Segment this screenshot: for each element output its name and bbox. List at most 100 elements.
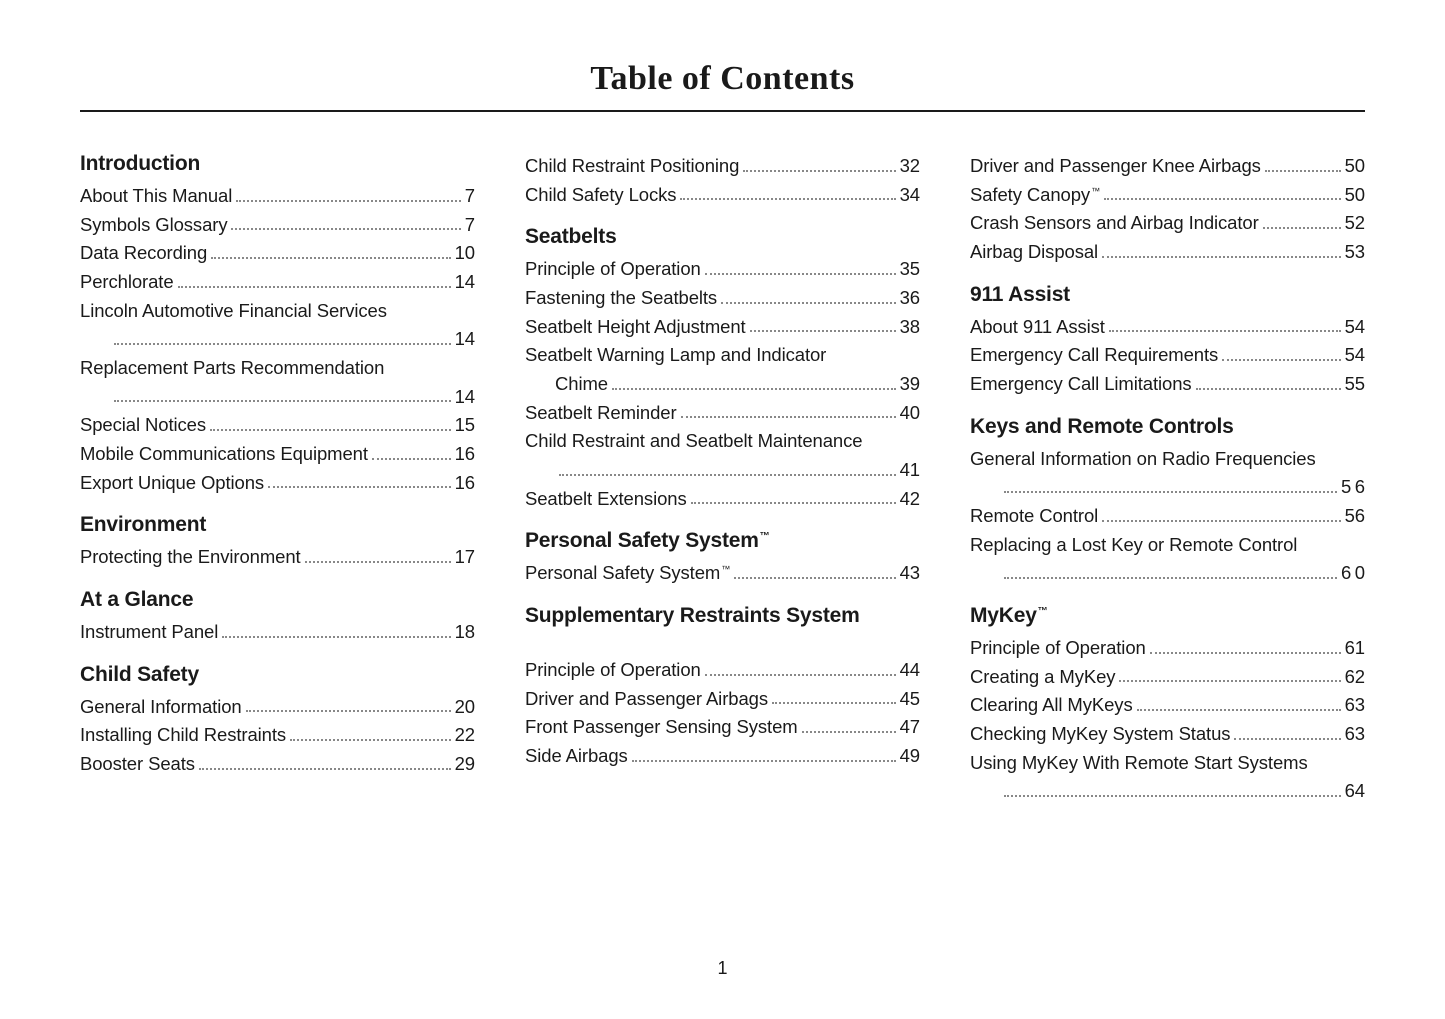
toc-leader-dots: [1263, 227, 1341, 229]
toc-entry-page: 5 6: [1341, 473, 1365, 502]
toc-leader-dots: [681, 416, 896, 418]
toc-entry-page: 43: [900, 559, 920, 588]
trademark-symbol: ™: [760, 531, 770, 542]
toc-entry-label: Seatbelt Reminder: [525, 399, 677, 428]
toc-entry-label: Seatbelt Warning Lamp and Indicator: [525, 341, 826, 370]
toc-leader-dots: [680, 198, 895, 200]
toc-entry-label: Replacing a Lost Key or Remote Control: [970, 531, 1297, 560]
toc-entry-page: 54: [1345, 341, 1365, 370]
toc-entry: Child Safety Locks34: [525, 181, 920, 210]
toc-section-title: MyKey™: [970, 604, 1365, 628]
toc-entry: Checking MyKey System Status63: [970, 720, 1365, 749]
toc-leader-dots: [772, 702, 896, 704]
toc-entry: Symbols Glossary 7: [80, 211, 475, 240]
toc-section-title: At a Glance: [80, 588, 475, 612]
toc-entry-label: Child Restraint Positioning: [525, 152, 739, 181]
toc-entry: Safety Canopy™ 50: [970, 181, 1365, 210]
toc-entry-label: Crash Sensors and Airbag Indicator: [970, 209, 1259, 238]
toc-leader-dots: [612, 388, 896, 390]
toc-entry-label: Principle of Operation: [525, 656, 701, 685]
toc-entry: Airbag Disposal53: [970, 238, 1365, 267]
toc-leader-dots: [705, 273, 896, 275]
toc-entry-page: 14: [455, 268, 475, 297]
toc-leader-dots: [750, 330, 896, 332]
toc-leader-dots: [268, 486, 451, 488]
toc-leader-dots: [734, 577, 895, 579]
toc-entry-label: Emergency Call Requirements: [970, 341, 1218, 370]
toc-leader-dots: [1102, 520, 1340, 522]
toc-entry-page: 10: [455, 239, 475, 268]
toc-entry: Clearing All MyKeys63: [970, 691, 1365, 720]
toc-entry: About 911 Assist54: [970, 313, 1365, 342]
toc-entry: Principle of Operation 61: [970, 634, 1365, 663]
toc-entry-label: Emergency Call Limitations: [970, 370, 1192, 399]
toc-entry: Replacing a Lost Key or Remote Control6 …: [970, 531, 1365, 588]
toc-entry-label: Export Unique Options: [80, 469, 264, 498]
toc-entry-label: About 911 Assist: [970, 313, 1105, 342]
toc-leader-dots: [1222, 359, 1340, 361]
toc-leader-dots: [290, 739, 451, 741]
toc-entry-label: Instrument Panel: [80, 618, 218, 647]
toc-entry-page: 29: [455, 750, 475, 779]
toc-entry: Principle of Operation44: [525, 656, 920, 685]
toc-entry-label: Child Restraint and Seatbelt Maintenance: [525, 427, 862, 456]
toc-entry-page: 63: [1345, 691, 1365, 720]
toc-entry-page: 20: [455, 693, 475, 722]
toc-section-title: Personal Safety System™: [525, 529, 920, 553]
page-header: Table of Contents: [80, 60, 1365, 112]
toc-leader-dots: [1137, 709, 1341, 711]
toc-leader-dots: [231, 228, 460, 230]
toc-entry-page: 61: [1345, 634, 1365, 663]
toc-entry: Side Airbags49: [525, 742, 920, 771]
toc-entry-label: Symbols Glossary: [80, 211, 227, 240]
toc-column-3: Driver and Passenger Knee Airbags50Safet…: [970, 152, 1365, 928]
toc-section-title: Supplementary Restraints System: [525, 604, 920, 628]
toc-entry-page: 63: [1345, 720, 1365, 749]
toc-entry: Protecting the Environment17: [80, 543, 475, 572]
toc-entry: Special Notices15: [80, 411, 475, 440]
toc-entry-page: 7: [465, 182, 475, 211]
toc-entry-label: Seatbelt Height Adjustment: [525, 313, 746, 342]
toc-entry-label: Airbag Disposal: [970, 238, 1098, 267]
toc-leader-dots: [559, 474, 896, 476]
toc-entry-label: Fastening the Seatbelts: [525, 284, 717, 313]
toc-entry-page: 41: [900, 456, 920, 485]
toc-entry-page: 40: [900, 399, 920, 428]
toc-entry-page: 62: [1345, 663, 1365, 692]
toc-entry-page: 64: [1345, 777, 1365, 806]
toc-entry: Seatbelt Height Adjustment38: [525, 313, 920, 342]
toc-leader-dots: [1004, 491, 1337, 493]
toc-entry-label: Principle of Operation: [970, 634, 1146, 663]
toc-leader-dots: [1119, 680, 1340, 682]
toc-leader-dots: [632, 760, 896, 762]
toc-entry: Seatbelt Warning Lamp and IndicatorChime…: [525, 341, 920, 398]
toc-leader-dots: [1196, 388, 1341, 390]
toc-entry: Child Restraint and Seatbelt Maintenance…: [525, 427, 920, 484]
toc-entry-page: 50: [1345, 181, 1365, 210]
toc-entry: Booster Seats29: [80, 750, 475, 779]
toc-leader-dots: [222, 636, 450, 638]
toc-section-title: 911 Assist: [970, 283, 1365, 307]
toc-entry-page: 14: [455, 383, 475, 412]
toc-entry: Using MyKey With Remote Start Systems64: [970, 749, 1365, 806]
toc-entry-label: Principle of Operation: [525, 255, 701, 284]
toc-entry: Replacement Parts Recommendation14: [80, 354, 475, 411]
toc-leader-dots: [1234, 738, 1340, 740]
toc-entry-page: 14: [455, 325, 475, 354]
toc-entry: Front Passenger Sensing System47: [525, 713, 920, 742]
toc-entry: Remote Control56: [970, 502, 1365, 531]
toc-column-1: IntroductionAbout This Manual7Symbols Gl…: [80, 152, 475, 928]
toc-entry: Seatbelt Extensions42: [525, 485, 920, 514]
page-title: Table of Contents: [80, 60, 1365, 98]
toc-entry: Child Restraint Positioning32: [525, 152, 920, 181]
toc-section-title: Child Safety: [80, 663, 475, 687]
toc-entry-page: 16: [455, 469, 475, 498]
toc-entry-page: 39: [900, 370, 920, 399]
toc-columns: IntroductionAbout This Manual7Symbols Gl…: [80, 152, 1365, 928]
toc-entry: About This Manual7: [80, 182, 475, 211]
toc-entry: Driver and Passenger Knee Airbags50: [970, 152, 1365, 181]
toc-section-title: Seatbelts: [525, 225, 920, 249]
toc-entry-label: Safety Canopy™: [970, 181, 1100, 210]
toc-entry: Data Recording10: [80, 239, 475, 268]
toc-entry-page: 7: [465, 211, 475, 240]
